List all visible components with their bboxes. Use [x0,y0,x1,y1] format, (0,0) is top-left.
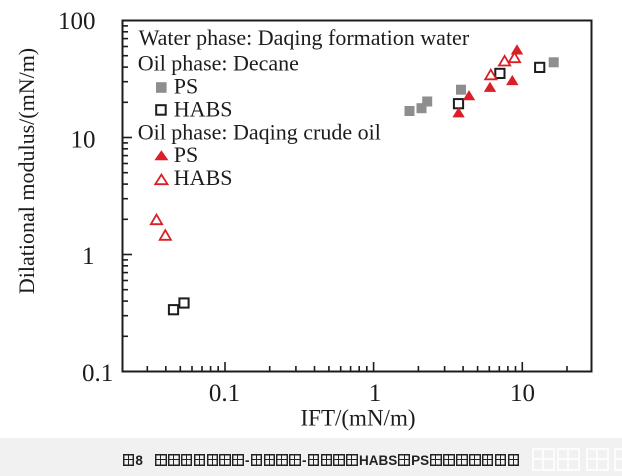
svg-text:Water phase: Daqing formation: Water phase: Daqing formation water [139,25,470,50]
svg-text:100: 100 [58,8,96,35]
svg-text:0.1: 0.1 [82,360,113,387]
svg-text:1: 1 [369,380,382,407]
svg-text:0.1: 0.1 [209,380,240,407]
svg-text:HABS: HABS [174,165,233,190]
svg-text:Dilational modulus/(mN/m): Dilational modulus/(mN/m) [14,48,39,294]
svg-text:Oil phase: Daqing crude oil: Oil phase: Daqing crude oil [138,120,381,145]
svg-text:10: 10 [510,380,535,407]
svg-text:1: 1 [82,243,95,270]
svg-text:10: 10 [71,127,96,154]
svg-text:Oil phase: Decane: Oil phase: Decane [138,51,299,76]
svg-text:PS: PS [174,142,198,167]
svg-text:IFT/(mN/m): IFT/(mN/m) [301,406,416,431]
svg-text:PS: PS [174,74,198,99]
svg-text:HABS: HABS [174,97,233,122]
